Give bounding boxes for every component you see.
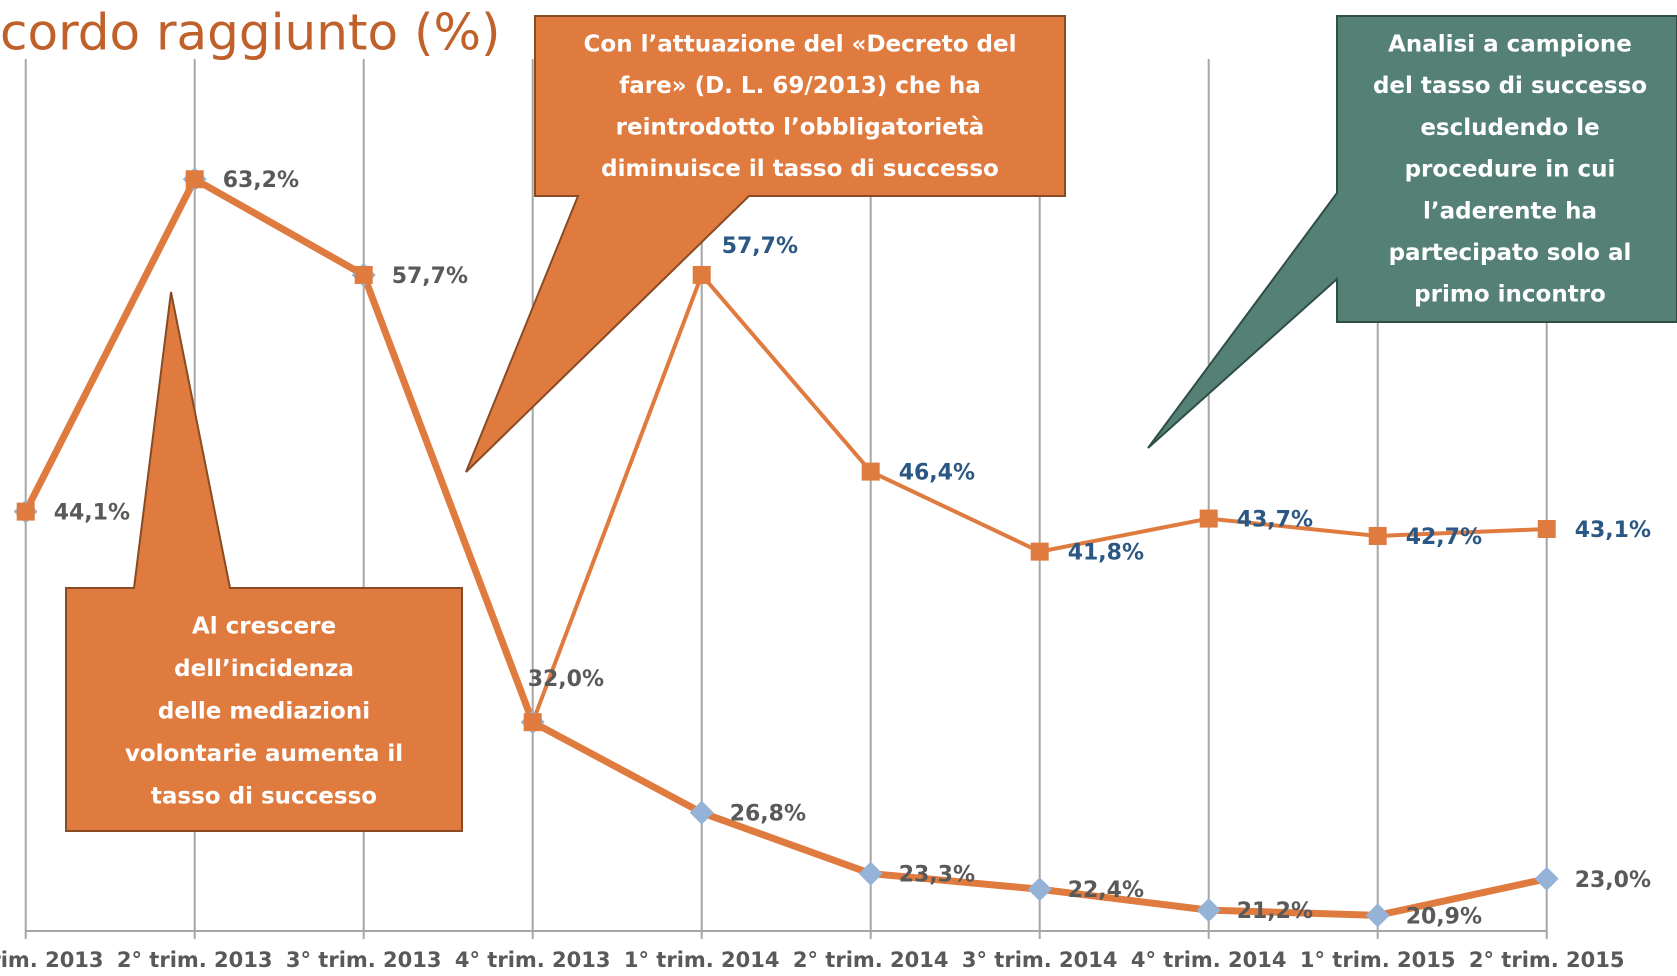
marker bbox=[692, 265, 711, 284]
annotation-text: Con l’attuazione del «Decreto del bbox=[584, 32, 1017, 58]
data-label: 42,7% bbox=[1406, 525, 1482, 550]
data-label: 23,3% bbox=[899, 863, 975, 888]
x-tick-label: 4° trim. 2014 bbox=[1131, 948, 1287, 972]
callout-box bbox=[65, 291, 463, 832]
annotation-text: volontarie aumenta il bbox=[125, 741, 403, 767]
x-tick-label: 2° trim. 2013 bbox=[117, 948, 273, 972]
marker bbox=[185, 170, 204, 189]
annotation-text: escludendo le bbox=[1420, 115, 1599, 141]
annotation-text: primo incontro bbox=[1414, 282, 1606, 308]
marker bbox=[1030, 542, 1049, 561]
callout-2 bbox=[465, 15, 1066, 473]
data-label: 46,4% bbox=[899, 461, 975, 486]
marker bbox=[354, 265, 373, 284]
annotation-text: del tasso di successo bbox=[1373, 73, 1647, 99]
chart-title: cordo raggiunto (%) bbox=[0, 4, 501, 62]
marker bbox=[1365, 903, 1390, 928]
data-label: 41,8% bbox=[1068, 541, 1144, 566]
x-tick-label: 4° trim. 2013 bbox=[455, 948, 611, 972]
lines bbox=[13, 167, 1559, 928]
x-tick-label: 2° trim. 2014 bbox=[793, 948, 949, 972]
marker bbox=[858, 861, 883, 886]
annotation-text: fare» (D. L. 69/2013) che ha bbox=[619, 73, 981, 99]
x-tick-label: 3° trim. 2013 bbox=[286, 948, 442, 972]
callout-1 bbox=[65, 291, 463, 832]
marker bbox=[861, 462, 880, 481]
data-label: 43,1% bbox=[1575, 518, 1651, 543]
marker bbox=[1534, 866, 1559, 891]
annotation-text: partecipato solo al bbox=[1389, 240, 1632, 266]
annotation-text: reintrodotto l’obbligatorietà bbox=[616, 115, 985, 141]
data-label: 32,0% bbox=[528, 667, 604, 692]
data-label: 23,0% bbox=[1575, 868, 1651, 893]
data-label: 22,4% bbox=[1068, 878, 1144, 903]
x-tick-label: 1° trim. 2015 bbox=[1300, 948, 1456, 972]
annotation-text: Analisi a campione bbox=[1388, 32, 1632, 58]
marker bbox=[1196, 898, 1221, 923]
callout-texts: Al crescere dell’incidenza delle mediazion… bbox=[125, 32, 1647, 810]
annotation-text: Al crescere bbox=[192, 614, 336, 640]
series-line bbox=[23, 177, 1547, 725]
marker bbox=[689, 800, 714, 825]
callout-3 bbox=[1147, 15, 1677, 449]
annotation-text: tasso di successo bbox=[151, 784, 377, 810]
data-label: 21,2% bbox=[1237, 899, 1313, 924]
marker bbox=[1027, 877, 1052, 902]
labels: 1° trim. 2013 2° trim. 2013 3° trim. 2013 4… bbox=[0, 168, 1651, 972]
x-tick-label: 3° trim. 2014 bbox=[962, 948, 1118, 972]
annotation-text: dell’incidenza bbox=[174, 656, 354, 682]
data-label: 57,7% bbox=[392, 264, 468, 289]
marker bbox=[1368, 526, 1387, 545]
data-label: 26,8% bbox=[730, 802, 806, 827]
x-tick-label: 1° trim. 2013 bbox=[0, 948, 104, 972]
x-tick-label: 2° trim. 2015 bbox=[1469, 948, 1625, 972]
data-label: 43,7% bbox=[1237, 508, 1313, 533]
marker bbox=[1199, 509, 1218, 528]
callout-box bbox=[1147, 15, 1677, 449]
marker bbox=[16, 502, 35, 521]
marker bbox=[1537, 520, 1556, 539]
data-label: 44,1% bbox=[54, 501, 130, 526]
callout-box bbox=[465, 15, 1066, 473]
annotation-text: delle mediazioni bbox=[158, 699, 370, 725]
data-label: 20,9% bbox=[1406, 904, 1482, 929]
annotation-text: procedure in cui bbox=[1405, 157, 1616, 183]
marker bbox=[523, 713, 542, 732]
data-label: 63,2% bbox=[223, 168, 299, 193]
annotation-text: l’aderente ha bbox=[1423, 198, 1597, 224]
x-tick-label: 1° trim. 2014 bbox=[624, 948, 780, 972]
data-label: 57,7% bbox=[722, 234, 798, 259]
annotation-text: diminuisce il tasso di successo bbox=[601, 156, 999, 182]
